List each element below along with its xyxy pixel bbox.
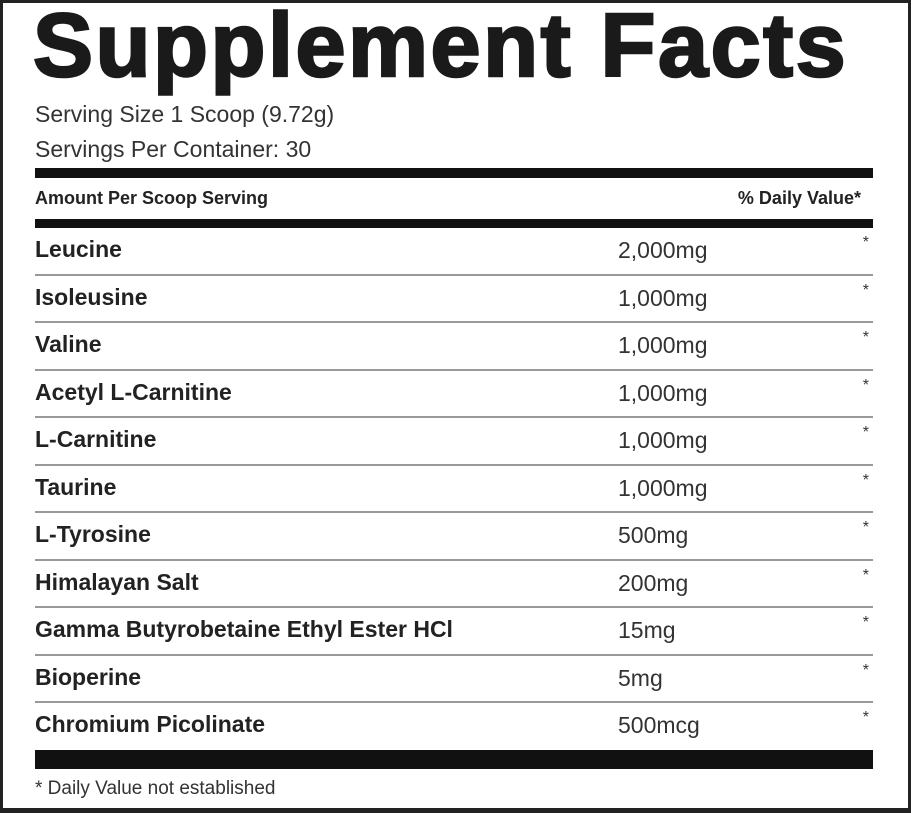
bottom-bar	[35, 750, 873, 769]
ingredient-row: Acetyl L-Carnitine 1,000mg *	[35, 371, 873, 418]
daily-value: *	[862, 661, 869, 679]
footnote: * Daily Value not established	[35, 778, 276, 799]
ingredient-row: Bioperine 5mg *	[35, 656, 873, 703]
ingredient-row: Gamma Butyrobetaine Ethyl Ester HCl 15mg…	[35, 608, 873, 656]
ingredient-name: L-Tyrosine	[35, 521, 151, 547]
ingredient-amount: 500mg	[618, 522, 689, 548]
ingredient-row: Himalayan Salt 200mg *	[35, 561, 873, 608]
ingredient-amount: 500mcg	[618, 712, 700, 738]
ingredient-row: L-Carnitine 1,000mg *	[35, 418, 873, 466]
serving-size: Serving Size 1 Scoop (9.72g)	[35, 101, 335, 127]
daily-value: *	[862, 709, 869, 726]
daily-value: *	[862, 281, 869, 299]
ingredient-name: Chromium Picolinate	[35, 711, 266, 737]
ingredient-amount: 1,000mg	[618, 284, 708, 311]
ingredient-row: Valine 1,000mg *	[35, 323, 873, 371]
ingredient-name: Himalayan Salt	[35, 568, 199, 595]
ingredient-row: L-Tyrosine 500mg *	[35, 513, 873, 561]
daily-value: *	[862, 376, 869, 394]
ingredient-name: L-Carnitine	[35, 426, 157, 452]
daily-value: *	[862, 329, 869, 346]
daily-value-header: % Daily Value*	[737, 188, 861, 208]
ingredient-name: Acetyl L-Carnitine	[35, 378, 232, 405]
amount-header: Amount Per Scoop Serving	[35, 188, 269, 208]
ingredient-amount: 200mg	[618, 569, 689, 596]
ingredient-name: Valine	[35, 331, 102, 357]
thick-divider	[35, 219, 873, 228]
ingredient-name: Bioperine	[35, 663, 142, 690]
ingredient-amount: 2,000mg	[618, 237, 708, 263]
ingredient-amount: 1,000mg	[618, 332, 708, 358]
ingredient-list: Leucine 2,000mg * Isoleusine 1,000mg * Val…	[35, 228, 873, 751]
servings-per-container: Servings Per Container: 30	[35, 136, 312, 162]
ingredient-row: Isoleusine 1,000mg *	[35, 276, 873, 323]
ingredient-amount: 1,000mg	[618, 474, 708, 501]
label-title: Supplement Facts	[32, 0, 849, 97]
daily-value: *	[862, 566, 869, 584]
ingredient-name: Isoleusine	[35, 283, 148, 310]
ingredient-name: Leucine	[35, 236, 122, 262]
daily-value: *	[862, 519, 869, 536]
ingredient-row: Taurine 1,000mg *	[35, 466, 873, 513]
ingredient-name: Taurine	[35, 473, 117, 500]
ingredient-amount: 15mg	[618, 617, 676, 643]
ingredient-row: Leucine 2,000mg *	[35, 228, 873, 276]
ingredient-name: Gamma Butyrobetaine Ethyl Ester HCl	[35, 616, 453, 642]
daily-value: *	[862, 471, 869, 489]
daily-value: *	[862, 614, 869, 631]
ingredient-amount: 5mg	[618, 664, 663, 691]
daily-value: *	[862, 424, 869, 441]
thick-divider	[35, 168, 873, 178]
ingredient-row: Chromium Picolinate 500mcg *	[35, 703, 873, 751]
daily-value: *	[862, 234, 869, 251]
ingredient-amount: 1,000mg	[618, 427, 708, 453]
ingredient-amount: 1,000mg	[618, 379, 708, 406]
